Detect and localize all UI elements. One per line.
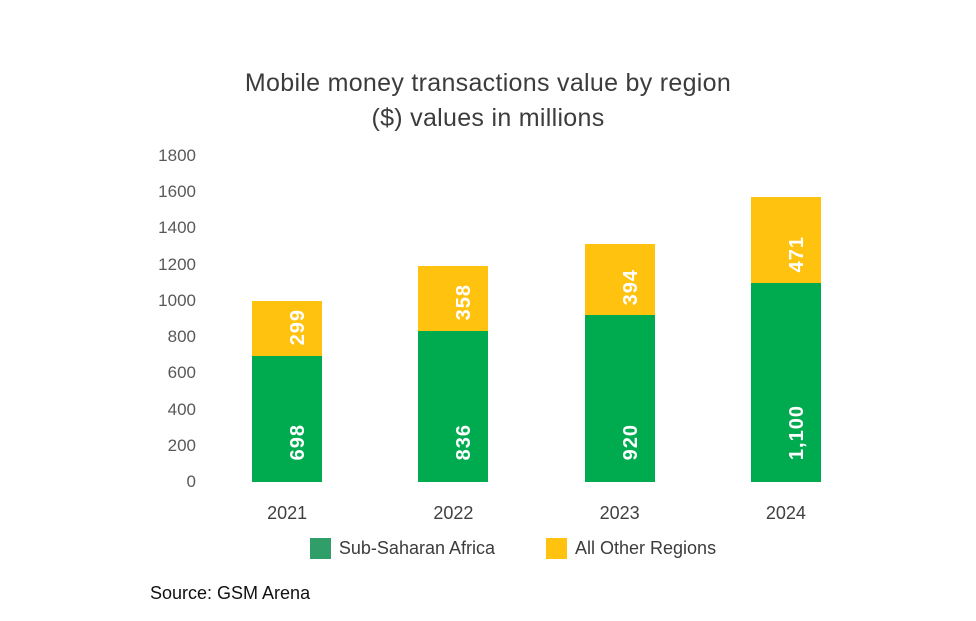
bar-segment-sub-saharan-africa-2022: 836 xyxy=(418,330,489,482)
legend-item-sub-saharan-africa: Sub-Saharan Africa xyxy=(309,538,495,559)
bar-value-label: 358 xyxy=(453,284,476,321)
y-tick-label: 1000 xyxy=(158,290,196,310)
bar-value-label: 299 xyxy=(287,309,310,346)
source-note: Source: GSM Arena xyxy=(150,583,311,603)
y-tick-label: 0 xyxy=(186,472,196,491)
x-tick-label-2023: 2023 xyxy=(599,503,640,523)
legend-swatch-icon xyxy=(546,538,567,559)
bar-value-label: 698 xyxy=(287,423,310,460)
legend-label: Sub-Saharan Africa xyxy=(338,538,495,558)
y-tick-label: 600 xyxy=(167,363,196,383)
x-tick-label-2022: 2022 xyxy=(433,503,474,523)
legend-item-all-other-regions: All Other Regions xyxy=(546,538,716,559)
bar-segment-sub-saharan-africa-2021: 698 xyxy=(252,355,323,482)
y-tick-label: 1400 xyxy=(158,218,196,238)
chart-title-block: Mobile money transactions value by regio… xyxy=(0,66,976,136)
chart-subtitle: ($) values in millions xyxy=(371,104,605,132)
bar-segment-all-other-regions-2024: 471 xyxy=(750,197,821,283)
bar-segment-all-other-regions-2021: 299 xyxy=(252,301,323,356)
bar-value-label: 471 xyxy=(785,236,808,273)
y-tick-label: 1200 xyxy=(158,254,196,274)
y-tick-label: 1600 xyxy=(158,182,196,202)
y-tick-label: 800 xyxy=(167,327,196,347)
bar-value-label: 836 xyxy=(453,423,476,460)
bar-value-label: 394 xyxy=(619,268,642,306)
x-tick-label-2024: 2024 xyxy=(765,503,806,523)
bar-segment-all-other-regions-2022: 358 xyxy=(418,265,489,331)
chart-title: Mobile money transactions value by regio… xyxy=(244,69,732,97)
bar-segment-sub-saharan-africa-2023: 920 xyxy=(584,315,655,482)
y-tick-label: 200 xyxy=(167,435,196,455)
y-tick-label: 400 xyxy=(167,399,196,419)
legend-label: All Other Regions xyxy=(575,538,717,558)
x-tick-label-2021: 2021 xyxy=(267,503,308,523)
bar-value-label: 920 xyxy=(619,423,642,460)
bar-segment-all-other-regions-2023: 394 xyxy=(584,244,655,316)
bar-value-label: 1,100 xyxy=(785,404,808,460)
y-tick-label: 1800 xyxy=(158,146,196,165)
legend-swatch-icon xyxy=(309,538,331,559)
legend: Sub-Saharan Africa All Other Regions xyxy=(25,538,976,559)
bar-segment-sub-saharan-africa-2024: 1,100 xyxy=(750,282,821,482)
